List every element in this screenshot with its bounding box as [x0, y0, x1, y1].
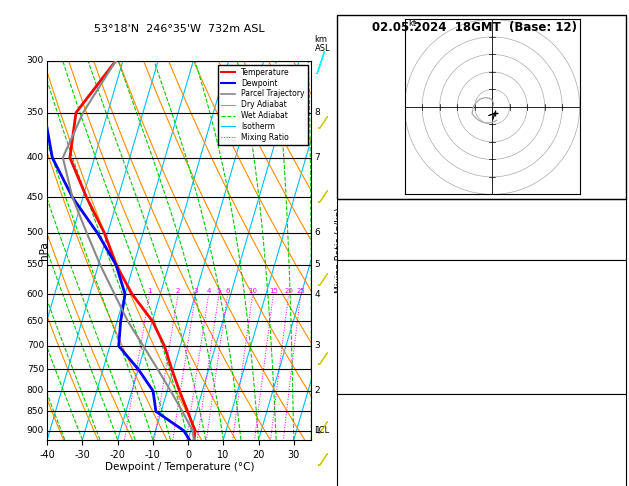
Text: © weatheronline.co.uk: © weatheronline.co.uk	[433, 467, 530, 476]
Text: 7: 7	[314, 153, 320, 162]
Text: 10: 10	[248, 288, 257, 294]
Text: Lifted Index: Lifted Index	[342, 454, 399, 464]
Text: 292: 292	[602, 320, 621, 330]
Text: 0: 0	[615, 376, 621, 385]
Text: 800: 800	[27, 386, 44, 396]
Text: hPa: hPa	[39, 241, 49, 260]
Text: 5: 5	[314, 260, 320, 269]
Text: 2: 2	[314, 386, 320, 396]
Text: Pressure (mb): Pressure (mb)	[342, 417, 410, 427]
Text: 400: 400	[27, 153, 44, 162]
Text: 6: 6	[225, 288, 230, 294]
Text: 4: 4	[206, 288, 211, 294]
Text: 450: 450	[27, 193, 44, 202]
Legend: Temperature, Dewpoint, Parcel Trajectory, Dry Adiabat, Wet Adiabat, Isotherm, Mi: Temperature, Dewpoint, Parcel Trajectory…	[218, 65, 308, 145]
Text: Most Unstable: Most Unstable	[442, 396, 521, 406]
Text: Lifted Index: Lifted Index	[342, 339, 399, 348]
Text: 750: 750	[27, 364, 44, 374]
Text: 0: 0	[615, 357, 621, 367]
X-axis label: Dewpoint / Temperature (°C): Dewpoint / Temperature (°C)	[104, 462, 254, 472]
Text: 3: 3	[314, 342, 320, 350]
Text: Mixing Ratio (g/kg): Mixing Ratio (g/kg)	[335, 208, 344, 293]
Text: 1: 1	[314, 426, 320, 435]
Text: 8: 8	[314, 108, 320, 117]
Text: θₑ(K): θₑ(K)	[342, 320, 365, 330]
Text: 550: 550	[27, 260, 44, 269]
Text: Temp (°C): Temp (°C)	[342, 283, 390, 293]
Text: 500: 500	[27, 228, 44, 237]
Text: kt: kt	[408, 19, 416, 29]
Text: 900: 900	[27, 426, 44, 435]
Text: CAPE (J): CAPE (J)	[342, 473, 381, 483]
Text: Dewp (°C): Dewp (°C)	[342, 302, 392, 312]
Text: Surface: Surface	[460, 262, 502, 272]
Text: 1: 1	[615, 243, 621, 253]
Text: LCL: LCL	[314, 426, 330, 435]
Text: 350: 350	[27, 108, 44, 117]
Text: 53°18'N  246°35'W  732m ASL: 53°18'N 246°35'W 732m ASL	[94, 24, 265, 34]
Text: 1: 1	[147, 288, 152, 294]
Text: 0.4: 0.4	[606, 302, 621, 312]
Text: km
ASL: km ASL	[314, 35, 330, 53]
Text: CAPE (J): CAPE (J)	[342, 357, 381, 367]
Text: 301: 301	[603, 436, 621, 446]
Text: 10: 10	[609, 339, 621, 348]
Text: 02.05.2024  18GMT  (Base: 12): 02.05.2024 18GMT (Base: 12)	[372, 21, 577, 34]
Text: 0: 0	[615, 473, 621, 483]
Text: θₑ (K): θₑ (K)	[342, 436, 369, 446]
Text: 4: 4	[615, 454, 621, 464]
Text: 650: 650	[27, 316, 44, 326]
Text: K: K	[342, 206, 348, 216]
Text: 600: 600	[27, 290, 44, 298]
Text: 6: 6	[314, 228, 320, 237]
Text: 700: 700	[27, 342, 44, 350]
Text: CIN (J): CIN (J)	[342, 376, 372, 385]
Text: 20: 20	[284, 288, 293, 294]
Text: 300: 300	[27, 56, 44, 65]
Text: 25: 25	[296, 288, 305, 294]
Text: 4: 4	[314, 290, 320, 298]
Text: 15: 15	[269, 288, 278, 294]
Text: PW (cm): PW (cm)	[342, 243, 383, 253]
Text: 47: 47	[608, 225, 621, 235]
Text: 1.7: 1.7	[606, 283, 621, 293]
Text: 5: 5	[217, 288, 221, 294]
Text: Totals Totals: Totals Totals	[342, 225, 401, 235]
Text: 850: 850	[27, 407, 44, 416]
Text: 650: 650	[603, 417, 621, 427]
Text: 3: 3	[194, 288, 198, 294]
Text: 16: 16	[609, 206, 621, 216]
Text: 2: 2	[176, 288, 181, 294]
